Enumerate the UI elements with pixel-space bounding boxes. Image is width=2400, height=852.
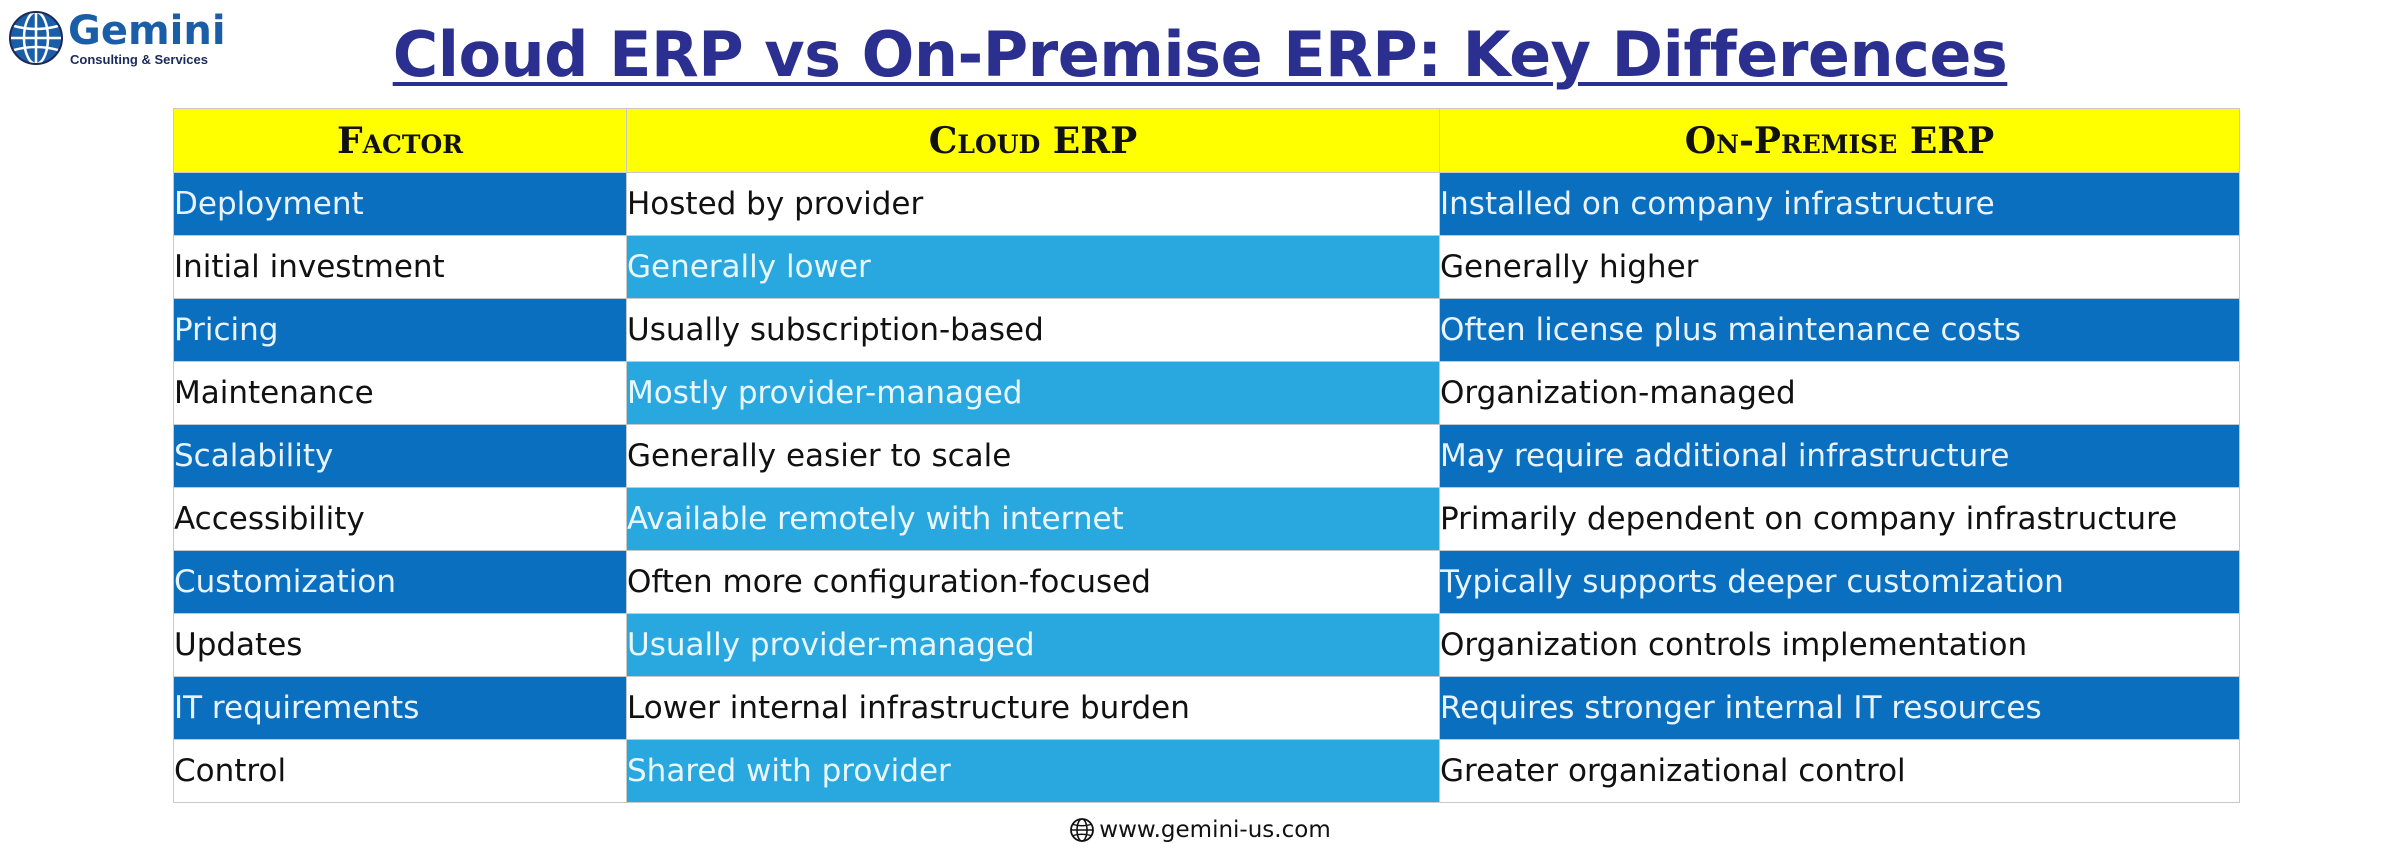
table-row: Customization Often more configuration-f… <box>173 550 2240 614</box>
globe-icon <box>1070 818 1095 842</box>
company-logo: Gemini Consulting & Services <box>8 8 226 68</box>
table-row: IT requirements Lower internal infrastru… <box>173 676 2240 740</box>
table-row: Scalability Generally easier to scale Ma… <box>173 424 2240 488</box>
comparison-table: Factor Cloud ERP On-Premise ERP Deployme… <box>173 108 2240 803</box>
factor-cell: IT requirements <box>173 676 627 740</box>
on-premise-cell: May require additional infrastructure <box>1439 424 2240 488</box>
factor-cell: Initial investment <box>173 235 627 299</box>
cloud-cell: Often more configuration-focused <box>626 550 1440 614</box>
page-title: Cloud ERP vs On-Premise ERP: Key Differe… <box>392 18 2008 91</box>
factor-cell: Control <box>173 739 627 803</box>
table-row: Control Shared with provider Greater org… <box>173 739 2240 803</box>
logo-subtitle: Consulting & Services <box>70 51 208 67</box>
table-row: Pricing Usually subscription-based Often… <box>173 298 2240 362</box>
factor-cell: Customization <box>173 550 627 614</box>
on-premise-cell: Greater organizational control <box>1439 739 2240 803</box>
factor-cell: Scalability <box>173 424 627 488</box>
logo-name: Gemini <box>68 7 226 54</box>
factor-cell: Pricing <box>173 298 627 362</box>
on-premise-cell: Often license plus maintenance costs <box>1439 298 2240 362</box>
factor-cell: Updates <box>173 613 627 677</box>
cloud-cell: Shared with provider <box>626 739 1440 803</box>
table-row: Initial investment Generally lower Gener… <box>173 235 2240 299</box>
table-row: Deployment Hosted by provider Installed … <box>173 172 2240 236</box>
header-factor: Factor <box>173 108 627 173</box>
factor-cell: Maintenance <box>173 361 627 425</box>
website-link[interactable]: www.gemini-us.com <box>1099 817 1331 843</box>
cloud-cell: Generally lower <box>626 235 1440 299</box>
cloud-cell: Generally easier to scale <box>626 424 1440 488</box>
on-premise-cell: Installed on company infrastructure <box>1439 172 2240 236</box>
header-cloud-erp: Cloud ERP <box>626 108 1440 173</box>
table-row: Updates Usually provider-managed Organiz… <box>173 613 2240 677</box>
cloud-cell: Hosted by provider <box>626 172 1440 236</box>
on-premise-cell: Generally higher <box>1439 235 2240 299</box>
on-premise-cell: Organization-managed <box>1439 361 2240 425</box>
on-premise-cell: Requires stronger internal IT resources <box>1439 676 2240 740</box>
on-premise-cell: Typically supports deeper customization <box>1439 550 2240 614</box>
cloud-cell: Mostly provider-managed <box>626 361 1440 425</box>
header-on-premise-erp: On-Premise ERP <box>1439 108 2240 173</box>
cloud-cell: Usually provider-managed <box>626 613 1440 677</box>
globe-logo-icon <box>9 10 63 66</box>
cloud-cell: Lower internal infrastructure burden <box>626 676 1440 740</box>
factor-cell: Accessibility <box>173 487 627 551</box>
table-row: Maintenance Mostly provider-managed Orga… <box>173 361 2240 425</box>
factor-cell: Deployment <box>173 172 627 236</box>
table-header-row: Factor Cloud ERP On-Premise ERP <box>173 108 2240 173</box>
cloud-cell: Usually subscription-based <box>626 298 1440 362</box>
on-premise-cell: Primarily dependent on company infrastru… <box>1439 487 2240 551</box>
on-premise-cell: Organization controls implementation <box>1439 613 2240 677</box>
footer: www.gemini-us.com <box>0 817 2400 843</box>
cloud-cell: Available remotely with internet <box>626 487 1440 551</box>
table-row: Accessibility Available remotely with in… <box>173 487 2240 551</box>
